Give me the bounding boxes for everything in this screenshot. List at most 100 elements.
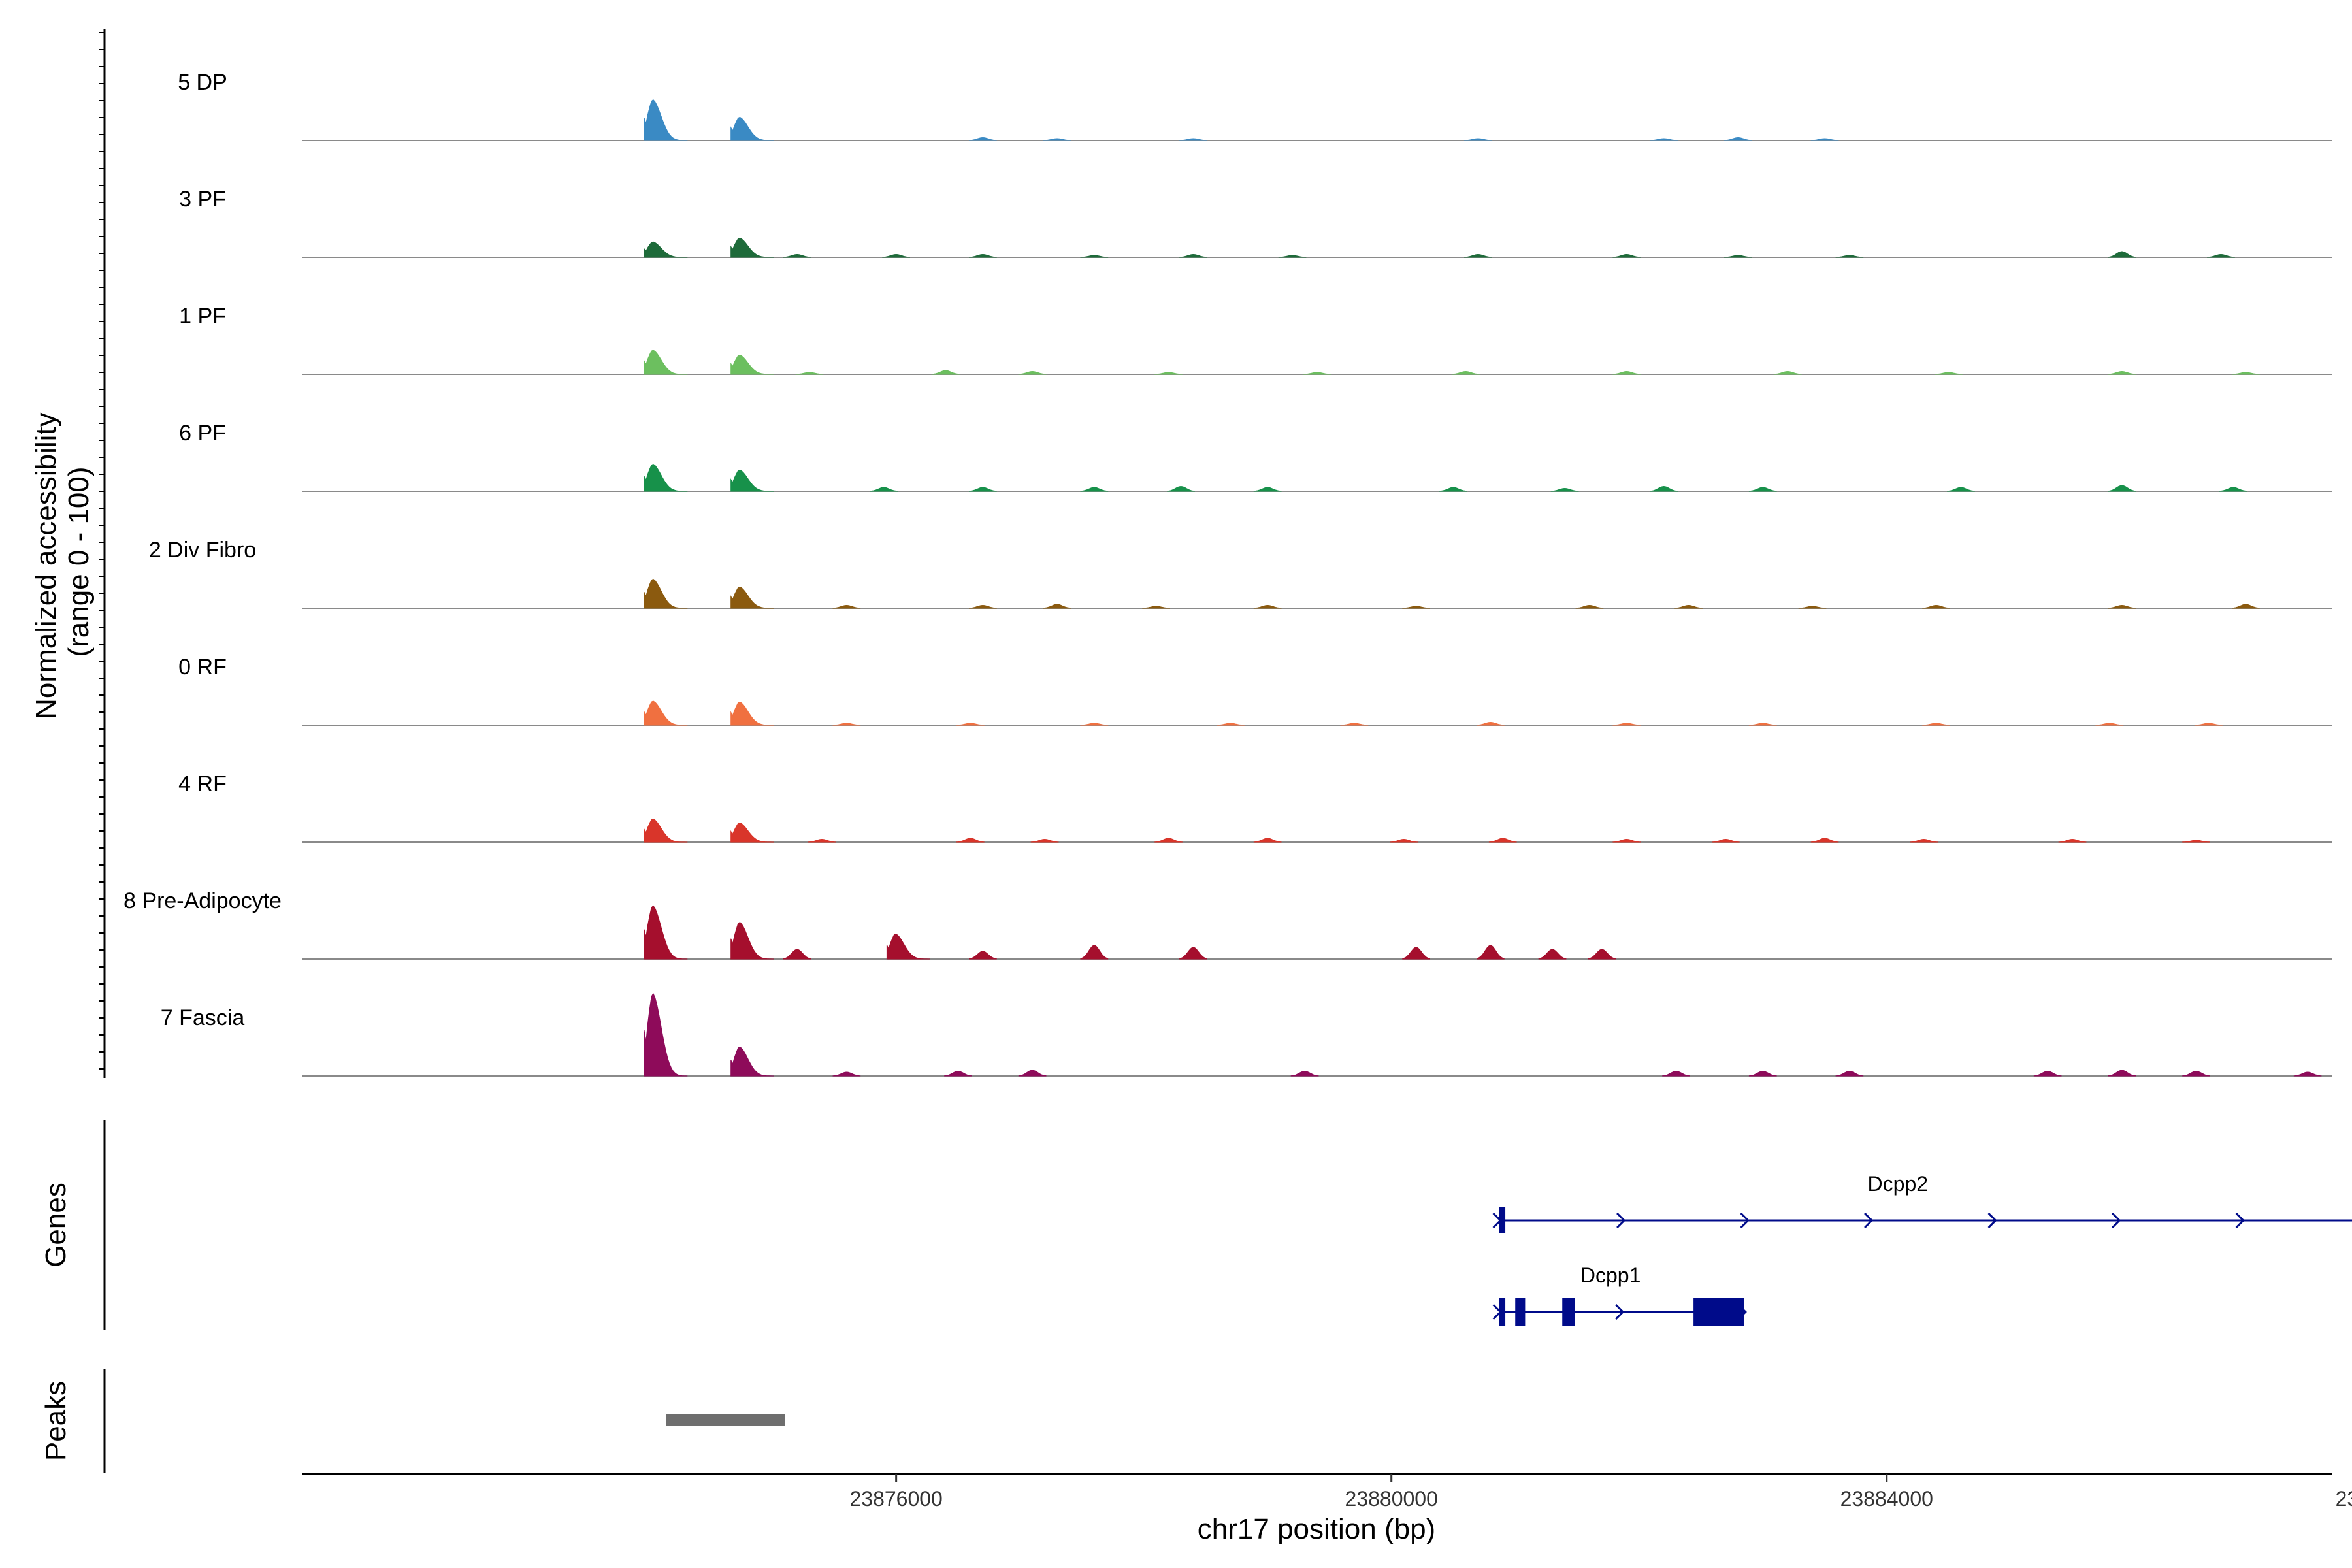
coverage-peak	[1253, 487, 1282, 492]
coverage-peak	[886, 933, 930, 960]
coverage-peak	[2108, 251, 2136, 258]
gene-label: Dcpp2	[1868, 1172, 1929, 1196]
coverage-peak	[2293, 1071, 2322, 1077]
coverage-peak	[1810, 138, 1839, 141]
coverage-peak	[832, 1071, 861, 1077]
track-label: 5 DP	[178, 70, 227, 95]
coverage-peak	[1724, 255, 1752, 258]
strand-arrow	[1615, 1303, 1625, 1320]
coverage-peak	[2182, 1070, 2210, 1077]
coverage-peak	[1798, 606, 1827, 609]
coverage-peak	[1550, 487, 1579, 492]
track-label: 1 PF	[179, 304, 226, 329]
coverage-peak	[644, 905, 688, 960]
coverage-peak	[956, 723, 985, 726]
y-axis-title-line-1: Normalized accessibility	[30, 412, 62, 719]
coverage-peak	[1464, 253, 1492, 258]
coverage-peak	[969, 487, 997, 492]
coverage-peak	[1142, 606, 1170, 609]
coverage-peak	[1810, 838, 1839, 843]
coverage-peak	[1340, 723, 1369, 726]
coverage-peak	[1253, 604, 1282, 609]
coverage-peak	[1018, 370, 1047, 375]
coverage-peak	[1464, 138, 1492, 141]
gene-exon	[1562, 1298, 1575, 1326]
coverage-peak	[644, 818, 688, 843]
coverage-peak	[1748, 723, 1777, 726]
coverage-peak	[730, 469, 774, 492]
coverage-peak	[1835, 1070, 1864, 1077]
coverage-peak	[644, 700, 688, 726]
track-5: 0 RF	[178, 655, 2332, 726]
coverage-peak	[1167, 485, 1195, 492]
track-2: 1 PF	[179, 304, 2332, 375]
coverage-peak	[1538, 949, 1567, 960]
strand-arrow	[1740, 1212, 1750, 1229]
x-axis-title: chr17 position (bp)	[1198, 1513, 1435, 1545]
coverage-peak	[932, 370, 960, 375]
y-axis-title-line-2: (range 0 - 100)	[63, 466, 95, 657]
coverage-peak	[1748, 487, 1777, 492]
coverage-peak	[1303, 372, 1331, 375]
strand-arrow	[1616, 1212, 1626, 1229]
coverage-tracks: 5 DP 3 PF 1 PF 6 PF 2 Div Fibro 0 RF 4 RF 8 Pre…	[123, 70, 2332, 1077]
coverage-peak	[956, 838, 985, 843]
track-label: 2 Div Fibro	[149, 538, 256, 563]
coverage-peak	[644, 578, 688, 609]
coverage-peak	[1612, 370, 1641, 375]
coverage-peak	[730, 116, 774, 141]
coverage-peak	[1662, 1070, 1690, 1077]
coverage-peak	[1835, 255, 1864, 258]
gene-exon	[1515, 1298, 1526, 1326]
genes-track-label: Genes	[40, 1183, 72, 1267]
coverage-peak	[730, 354, 774, 375]
gene-exon	[1693, 1298, 1744, 1326]
gene-exon	[1499, 1207, 1506, 1233]
track-0: 5 DP	[178, 70, 2332, 141]
strand-arrow	[2235, 1212, 2245, 1229]
coverage-peak	[1179, 138, 1207, 141]
tracks-axis-ticks	[99, 32, 105, 1070]
coverage-peak	[2108, 485, 2136, 492]
track-3: 6 PF	[179, 421, 2332, 492]
coverage-peak	[1439, 487, 1467, 492]
coverage-peak	[969, 137, 997, 141]
coverage-peak	[1080, 723, 1109, 726]
coverage-peak	[783, 253, 811, 258]
coverage-peak	[795, 372, 824, 375]
coverage-peak	[1477, 721, 1505, 726]
coverage-peak	[882, 253, 910, 258]
coverage-peak	[2108, 604, 2136, 609]
y-axis-title: Normalized accessibility (range 0 - 100)	[30, 404, 95, 719]
coverage-peak	[969, 253, 997, 258]
coverage-peak	[1724, 137, 1752, 141]
coverage-peak	[969, 951, 997, 960]
coverage-peak	[1588, 949, 1616, 960]
coverage-peak	[644, 99, 688, 141]
track-4: 2 Div Fibro	[149, 538, 2332, 609]
coverage-peak	[808, 838, 836, 843]
gene-dcpp2: Dcpp2	[1492, 1172, 2352, 1233]
coverage-peak	[1080, 945, 1109, 960]
x-tick-label: 23888000	[2336, 1487, 2352, 1511]
coverage-peak	[730, 701, 774, 726]
track-label: 0 RF	[178, 655, 227, 679]
coverage-peak	[1154, 838, 1183, 843]
coverage-peak	[2195, 723, 2223, 726]
coverage-peak	[730, 586, 774, 609]
track-6: 4 RF	[178, 772, 2332, 843]
track-7: 8 Pre-Adipocyte	[123, 889, 2332, 960]
coverage-peak	[1650, 138, 1678, 141]
peak-region	[666, 1414, 785, 1426]
peaks-track	[666, 1414, 785, 1426]
coverage-peak	[1290, 1070, 1319, 1077]
coverage-peak	[644, 463, 688, 492]
coverage-peak	[1402, 947, 1430, 960]
coverage-peak	[1018, 1070, 1047, 1077]
coverage-peak	[644, 350, 688, 375]
coverage-peak	[2232, 372, 2260, 375]
track-1: 3 PF	[179, 187, 2332, 258]
track-label: 6 PF	[179, 421, 226, 446]
track-label: 4 RF	[178, 772, 227, 796]
